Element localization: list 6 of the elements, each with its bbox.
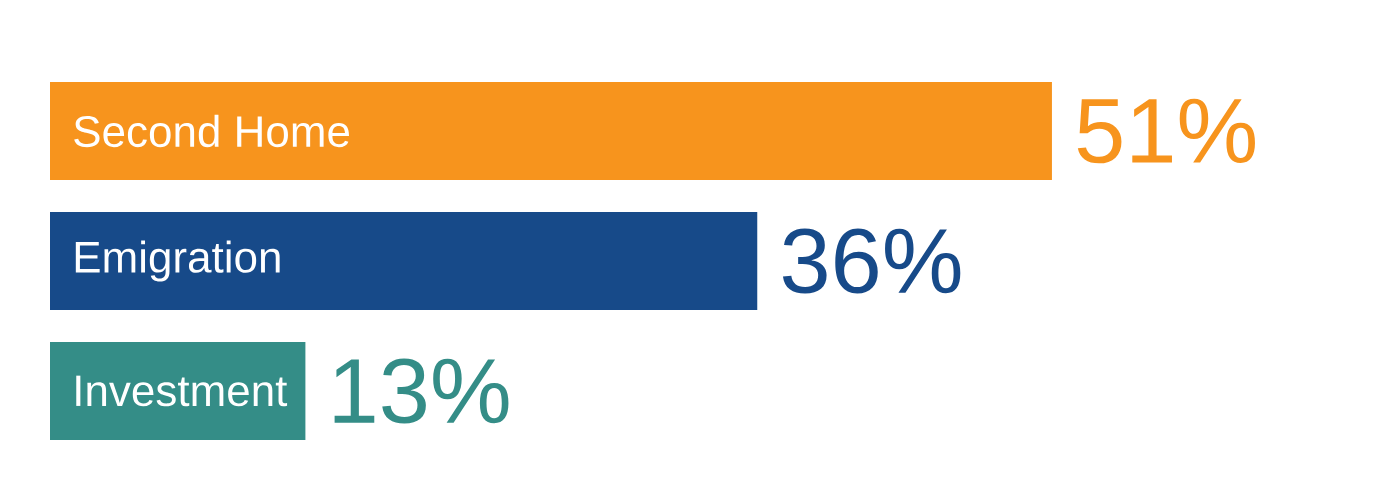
data-label: 13% — [334, 358, 509, 424]
data-label: 36% — [782, 228, 961, 294]
y-tick-label: Second Home — [74, 114, 349, 148]
y-tick-label: Investment — [76, 375, 288, 407]
data-label: 51% — [1077, 98, 1255, 164]
y-tick-label: Emigration — [75, 240, 280, 282]
